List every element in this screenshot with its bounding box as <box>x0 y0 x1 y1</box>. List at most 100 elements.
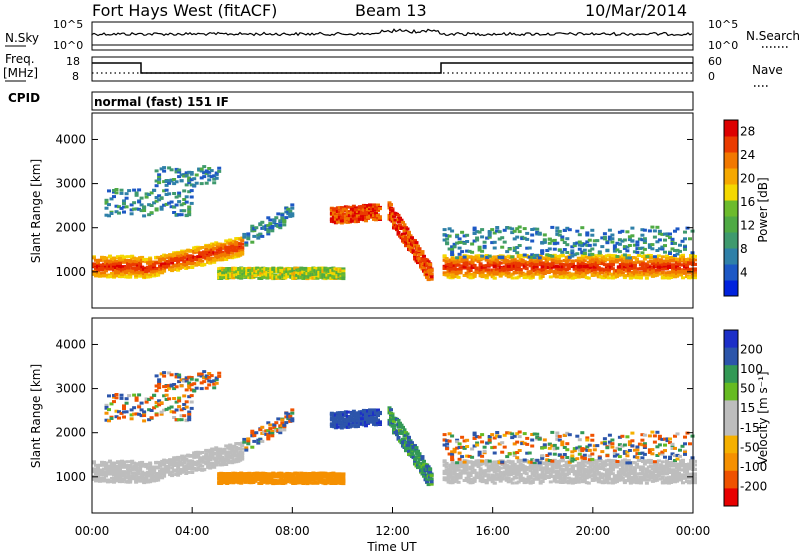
heatmap-cell <box>469 273 473 276</box>
heatmap-cell <box>538 256 542 259</box>
heatmap-cell <box>276 417 280 420</box>
heatmap-cell <box>190 470 194 473</box>
heatmap-cell <box>641 262 645 265</box>
heatmap-cell <box>242 438 246 441</box>
heatmap-cell <box>260 221 264 224</box>
heatmap-cell <box>657 254 661 257</box>
heatmap-cell <box>525 267 529 270</box>
heatmap-cell <box>290 207 294 210</box>
heatmap-cell <box>679 263 683 266</box>
power-colorbar-label: Power [dB] <box>756 177 770 242</box>
heatmap-cell <box>550 226 554 229</box>
heatmap-cell <box>162 170 166 173</box>
heatmap-cell <box>663 239 667 242</box>
heatmap-cell <box>465 261 469 264</box>
heatmap-cell <box>240 239 244 242</box>
heatmap-cell <box>623 239 627 242</box>
heatmap-cell <box>242 236 246 239</box>
heatmap-cell <box>693 274 697 277</box>
heatmap-cell <box>240 456 244 459</box>
heatmap-cell <box>568 228 572 231</box>
heatmap-cell <box>269 476 273 479</box>
heatmap-cell <box>282 428 286 431</box>
heatmap-cell <box>457 260 461 263</box>
heatmap-cell <box>575 271 579 274</box>
heatmap-cell <box>268 424 272 427</box>
beam-title: Beam 13 <box>355 1 427 20</box>
heatmap-cell <box>633 264 637 267</box>
heatmap-cell <box>188 249 192 252</box>
freq-trace <box>92 63 693 73</box>
heatmap-cell <box>430 269 434 272</box>
freq-panel: Freq. [MHz] 18 8 60 0 Nave <box>3 52 783 86</box>
colorbar-swatch <box>724 248 738 265</box>
heatmap-cell <box>410 236 414 239</box>
colorbar-tick-label: 24 <box>740 148 755 162</box>
heatmap-cell <box>287 267 291 270</box>
heatmap-cell <box>578 233 582 236</box>
heatmap-cell <box>336 426 340 429</box>
nsky-panel: N.Sky 10^5 10^0 10^5 10^0 N.Search <box>5 18 800 52</box>
heatmap-cell <box>583 259 587 262</box>
heatmap-cell <box>176 457 180 460</box>
heatmap-cell <box>558 230 562 233</box>
heatmap-cell <box>498 230 502 233</box>
heatmap-cell <box>126 460 130 463</box>
heatmap-cell <box>458 253 462 256</box>
heatmap-cell <box>611 264 615 267</box>
heatmap-cell <box>180 179 184 182</box>
heatmap-cell <box>618 243 622 246</box>
heatmap-cell <box>650 247 654 250</box>
heatmap-cell <box>665 257 669 260</box>
heatmap-cell <box>290 408 294 411</box>
heatmap-cell <box>488 234 492 237</box>
heatmap-cell <box>290 214 294 217</box>
heatmap-cell <box>240 251 244 254</box>
heatmap-cell <box>683 231 687 234</box>
heatmap-cell <box>600 245 604 248</box>
heatmap-cell <box>202 175 206 178</box>
heatmap-cell <box>144 258 148 261</box>
heatmap-cell <box>621 271 625 274</box>
heatmap-cell <box>483 241 487 244</box>
heatmap-cell <box>145 196 149 199</box>
heatmap-cell <box>493 277 497 280</box>
heatmap-cell <box>177 200 181 203</box>
heatmap-cell <box>565 237 569 240</box>
heatmap-cell <box>175 180 179 183</box>
heatmap-cell <box>228 239 232 242</box>
heatmap-cell <box>242 441 246 444</box>
heatmap-cell <box>233 267 237 270</box>
heatmap-cell <box>136 472 140 475</box>
heatmap-cell <box>649 256 653 259</box>
heatmap-cell <box>590 234 594 237</box>
heatmap-cell <box>136 267 140 270</box>
heatmap-cell <box>187 211 191 214</box>
heatmap-cell <box>548 247 552 250</box>
cpid-mode: normal (fast) 151 IF <box>94 95 229 109</box>
heatmap-cell <box>500 256 504 259</box>
heatmap-cell <box>165 189 169 192</box>
heatmap-cell <box>655 226 659 229</box>
heatmap-cell <box>505 250 509 253</box>
heatmap-cell <box>615 255 619 258</box>
heatmap-cell <box>208 253 212 256</box>
heatmap-cell <box>630 239 634 242</box>
heatmap-cell <box>378 207 382 210</box>
heatmap-cell <box>167 192 171 195</box>
heatmap-cell <box>278 429 282 432</box>
heatmap-cell <box>595 239 599 242</box>
heatmap-cell <box>341 270 345 273</box>
nsky-label: N.Sky <box>5 31 39 45</box>
heatmap-cell <box>530 234 534 237</box>
heatmap-cell <box>457 276 461 279</box>
heatmap-cell <box>460 231 464 234</box>
heatmap-cell <box>187 208 191 211</box>
heatmap-cell <box>118 262 122 265</box>
heatmap-cell <box>254 431 258 434</box>
heatmap-cell <box>475 267 479 270</box>
heatmap-cell <box>389 203 393 206</box>
heatmap-cell <box>550 255 554 258</box>
heatmap-cell <box>590 253 594 256</box>
